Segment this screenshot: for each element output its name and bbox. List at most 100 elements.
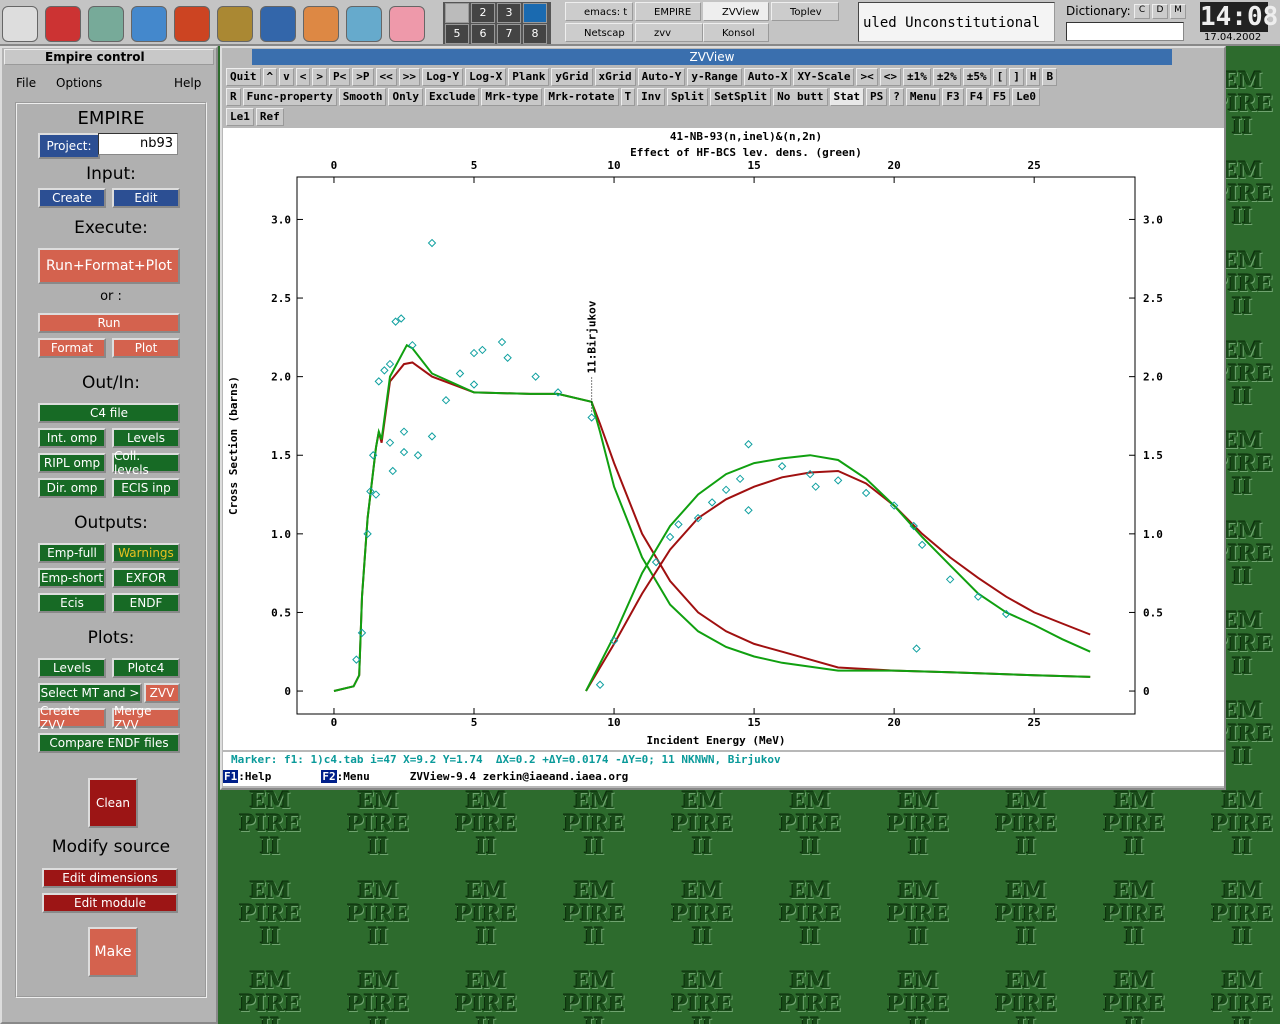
toolbar-button[interactable]: [ bbox=[992, 68, 1008, 86]
dictionary-input[interactable] bbox=[1066, 22, 1184, 41]
toolbar-button[interactable]: ^ bbox=[262, 68, 278, 86]
toolbar-button[interactable]: Menu bbox=[905, 88, 941, 106]
launcher-icon[interactable] bbox=[174, 6, 210, 42]
task-button[interactable]: Konsol bbox=[703, 23, 769, 42]
dictionary-button[interactable]: M bbox=[1170, 4, 1186, 19]
button[interactable]: Make bbox=[88, 927, 138, 977]
button[interactable]: Levels bbox=[38, 658, 106, 678]
button[interactable]: Run bbox=[38, 313, 180, 333]
toolbar-button[interactable]: Split bbox=[667, 88, 709, 106]
button[interactable]: Coll. levels bbox=[112, 449, 180, 477]
toolbar-button[interactable]: ? bbox=[889, 88, 904, 106]
toolbar-button[interactable]: F3 bbox=[942, 88, 964, 106]
toolbar-button[interactable]: Only bbox=[388, 88, 423, 106]
button[interactable]: ECIS inp bbox=[112, 478, 180, 498]
button[interactable]: Plotc4 bbox=[112, 658, 180, 678]
menu-item[interactable]: File bbox=[16, 76, 37, 90]
menu-item[interactable]: Help bbox=[174, 76, 202, 90]
button[interactable]: Warnings bbox=[112, 543, 180, 563]
task-button[interactable]: emacs: t bbox=[565, 2, 633, 21]
pager-desk[interactable] bbox=[523, 3, 547, 23]
button[interactable]: Create ZVV bbox=[38, 704, 106, 732]
button[interactable]: Format bbox=[38, 338, 106, 358]
launcher-icon[interactable] bbox=[389, 6, 425, 42]
task-button[interactable]: ZVView bbox=[703, 2, 769, 21]
pager-desk[interactable]: 3 bbox=[497, 3, 521, 23]
button[interactable]: RIPL omp bbox=[38, 453, 106, 473]
launcher-icon[interactable] bbox=[2, 6, 38, 42]
toolbar-button[interactable]: Mrk-rotate bbox=[544, 88, 619, 106]
toolbar-button[interactable]: Le1 bbox=[226, 108, 254, 126]
toolbar-button[interactable]: F4 bbox=[965, 88, 987, 106]
toolbar-button[interactable]: > bbox=[312, 68, 327, 86]
button[interactable]: Int. omp bbox=[38, 428, 106, 448]
footer-text[interactable]: :Menu bbox=[336, 770, 370, 783]
toolbar-button[interactable]: Log-X bbox=[465, 68, 507, 86]
launcher-icon[interactable] bbox=[346, 6, 382, 42]
project-input[interactable]: nb93 bbox=[98, 133, 178, 155]
button[interactable]: Merge ZVV bbox=[112, 704, 180, 732]
button[interactable]: Run+Format+Plot bbox=[38, 248, 180, 284]
key-hint[interactable]: F2 bbox=[321, 770, 337, 783]
footer-text[interactable]: :Help bbox=[238, 770, 272, 783]
toolbar-button[interactable]: Func-property bbox=[242, 88, 337, 106]
button[interactable]: Edit dimensions bbox=[42, 868, 178, 888]
toolbar-button[interactable]: <> bbox=[879, 68, 901, 86]
toolbar-button[interactable]: Plank bbox=[508, 68, 550, 86]
dictionary-button[interactable]: D bbox=[1152, 4, 1168, 19]
launcher-icon[interactable] bbox=[303, 6, 339, 42]
button[interactable]: Plot bbox=[112, 338, 180, 358]
toolbar-button[interactable]: >> bbox=[398, 68, 420, 86]
button[interactable]: ENDF bbox=[112, 593, 180, 613]
button[interactable]: Edit module bbox=[42, 893, 178, 913]
toolbar-button[interactable]: T bbox=[620, 88, 636, 106]
task-button[interactable]: zvv bbox=[635, 23, 703, 42]
toolbar-button[interactable]: >P bbox=[352, 68, 374, 86]
launcher-icon[interactable] bbox=[217, 6, 253, 42]
button[interactable]: Clean bbox=[88, 778, 138, 828]
button[interactable]: Select MT and > bbox=[38, 683, 142, 703]
toolbar-button[interactable]: No butt bbox=[773, 88, 828, 106]
toolbar-button[interactable]: B bbox=[1042, 68, 1058, 86]
button[interactable]: Edit bbox=[112, 188, 180, 208]
toolbar-button[interactable]: ±2% bbox=[932, 68, 961, 86]
task-button[interactable]: Toplev bbox=[771, 2, 839, 21]
toolbar-button[interactable]: Ref bbox=[255, 108, 284, 126]
toolbar-button[interactable]: < bbox=[295, 68, 311, 86]
pager-desk[interactable]: 6 bbox=[471, 24, 495, 44]
launcher-icon[interactable] bbox=[45, 6, 81, 42]
toolbar-button[interactable]: Stat bbox=[829, 88, 865, 106]
key-hint[interactable]: F1 bbox=[223, 770, 239, 783]
toolbar-button[interactable]: Smooth bbox=[338, 88, 387, 106]
toolbar-button[interactable]: SetSplit bbox=[710, 88, 772, 106]
launcher-icon[interactable] bbox=[260, 6, 296, 42]
button[interactable]: ZVV bbox=[144, 683, 180, 703]
toolbar-button[interactable]: Auto-X bbox=[743, 68, 792, 86]
toolbar-button[interactable]: ] bbox=[1009, 68, 1024, 86]
toolbar-button[interactable]: yGrid bbox=[551, 68, 593, 86]
pager-desk[interactable]: 2 bbox=[471, 3, 495, 23]
toolbar-button[interactable]: ±5% bbox=[962, 68, 991, 86]
pager-desk[interactable] bbox=[445, 3, 469, 23]
dictionary-button[interactable]: C bbox=[1134, 4, 1150, 19]
toolbar-button[interactable]: XY-Scale bbox=[793, 68, 855, 86]
button[interactable]: Dir. omp bbox=[38, 478, 106, 498]
button[interactable]: Levels bbox=[112, 428, 180, 448]
toolbar-button[interactable]: Mrk-type bbox=[481, 88, 543, 106]
task-button[interactable]: EMPIRE bbox=[635, 2, 701, 21]
toolbar-button[interactable]: Auto-Y bbox=[637, 68, 686, 86]
button[interactable]: Emp-short bbox=[38, 568, 106, 588]
button[interactable]: Ecis bbox=[38, 593, 106, 613]
toolbar-button[interactable]: << bbox=[375, 68, 397, 86]
launcher-icon[interactable] bbox=[131, 6, 167, 42]
button[interactable]: Create bbox=[38, 188, 106, 208]
toolbar-button[interactable]: PS bbox=[866, 88, 888, 106]
button[interactable]: Emp-full bbox=[38, 543, 106, 563]
task-button[interactable]: Netscap bbox=[565, 23, 633, 42]
toolbar-button[interactable]: y-Range bbox=[687, 68, 742, 86]
button[interactable]: Compare ENDF files bbox=[38, 733, 180, 753]
toolbar-button[interactable]: Inv bbox=[637, 88, 666, 106]
toolbar-button[interactable]: Quit bbox=[226, 68, 261, 86]
toolbar-button[interactable]: xGrid bbox=[594, 68, 636, 86]
